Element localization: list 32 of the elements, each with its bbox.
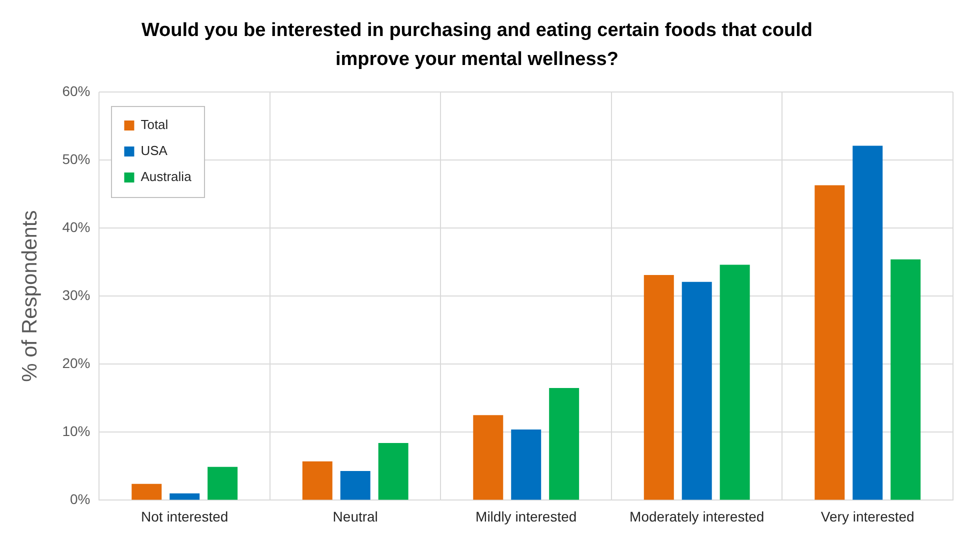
x-tick-label: Moderately interested — [630, 508, 764, 524]
x-tick-label: Mildly interested — [476, 508, 577, 524]
chart-title: Would you be interested in purchasing and eating certain foods that could improve your mental wellness? — [140, 19, 814, 72]
x-tick-label: Neutral — [332, 508, 378, 524]
bar — [644, 275, 674, 500]
bar — [378, 443, 408, 500]
x-tick-label: Very interested — [820, 508, 914, 524]
y-tick-label: 30% — [62, 286, 90, 303]
y-tick-label: 50% — [62, 150, 90, 167]
bar — [170, 493, 200, 500]
legend-label: USA — [140, 143, 168, 158]
bar — [852, 146, 883, 500]
bar — [132, 484, 162, 500]
bar — [814, 185, 845, 500]
legend-label: Total — [140, 117, 168, 132]
bar — [473, 415, 504, 500]
y-tick-label: 20% — [62, 354, 90, 371]
bar — [302, 461, 332, 500]
legend-label: Australia — [140, 169, 192, 184]
bar — [549, 388, 580, 500]
y-tick-label: 10% — [62, 423, 90, 440]
y-tick-label: 40% — [62, 218, 90, 235]
y-tick-label: 60% — [62, 82, 90, 99]
bar — [890, 259, 921, 500]
y-tick-label: 0% — [70, 491, 90, 508]
bar — [720, 264, 750, 500]
bar — [340, 470, 370, 500]
y-axis-title: % of Respondents — [18, 210, 42, 382]
bar — [208, 466, 238, 500]
x-tick-label: Not interested — [141, 508, 228, 524]
bar — [682, 282, 712, 500]
bar — [511, 429, 542, 500]
